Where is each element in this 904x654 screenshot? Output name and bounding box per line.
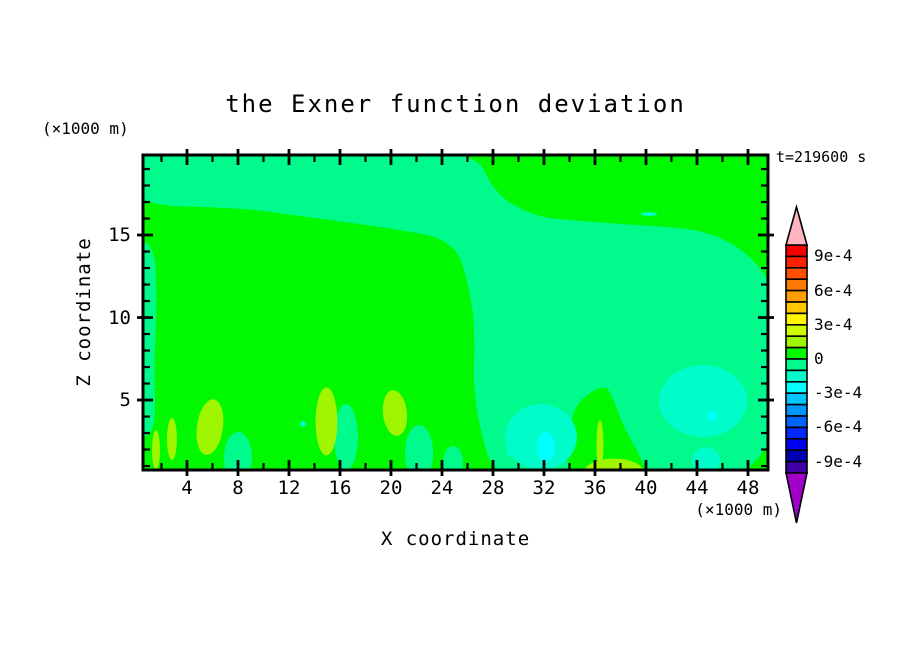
colorbar-segment xyxy=(785,426,808,440)
pos-plume xyxy=(315,387,338,456)
colorbar-segment xyxy=(785,380,808,394)
x-tick-label: 48 xyxy=(736,477,760,499)
neg2-dot xyxy=(299,420,307,427)
colorbar-segment xyxy=(785,403,808,417)
x-tick-label: 36 xyxy=(583,477,607,499)
colorbar-tick-label: 3e-4 xyxy=(814,315,853,334)
x-tick-label: 44 xyxy=(685,477,709,499)
neg-blob xyxy=(405,424,434,470)
colorbar-tick-label: -3e-4 xyxy=(814,383,863,402)
colorbar-tick-label: 0 xyxy=(814,349,824,368)
colorbar-segment xyxy=(785,449,808,463)
colorbar-segment xyxy=(785,335,808,349)
colorbar-over-arrow xyxy=(784,203,809,246)
colorbar-segment xyxy=(785,255,808,269)
neg-blob xyxy=(333,404,358,470)
chart-title: the Exner function deviation xyxy=(225,90,686,118)
colorbar-segment xyxy=(785,460,808,474)
neg2-dot xyxy=(505,448,514,456)
x-tick-label: 16 xyxy=(328,477,352,499)
neg3-core xyxy=(536,432,556,463)
colorbar-tick-label: 6e-4 xyxy=(814,281,853,300)
contour-field xyxy=(143,155,768,470)
pos-plume xyxy=(382,390,408,436)
colorbar-segment xyxy=(785,266,808,280)
x-tick-label: 24 xyxy=(430,477,454,499)
neg2-pool xyxy=(658,365,747,437)
y-tick-label: 15 xyxy=(108,224,131,246)
pos-plume xyxy=(166,418,177,460)
colorbar-tick-label: -9e-4 xyxy=(814,452,863,471)
x-tick-label: 12 xyxy=(277,477,301,499)
neg-blob xyxy=(223,431,253,470)
colorbar xyxy=(784,203,809,524)
neg-blob xyxy=(443,446,463,470)
x-tick-label: 20 xyxy=(379,477,403,499)
left-edge-strip xyxy=(143,241,157,437)
neg2-pool xyxy=(692,447,721,470)
pos-plume xyxy=(152,430,160,470)
colorbar-segment xyxy=(785,392,808,406)
colorbar-segment xyxy=(785,289,808,303)
colorbar-segment xyxy=(785,278,808,292)
colorbar-tick-label: -6e-4 xyxy=(814,417,863,436)
x-axis-unit-label: (×1000 m) xyxy=(695,500,782,519)
pos-spike xyxy=(596,420,604,470)
colorbar-tick-label: 9e-4 xyxy=(814,246,853,265)
neg2-dash xyxy=(641,212,658,217)
upper-band-and-right-field xyxy=(143,155,768,470)
y-axis-unit-label: (×1000 m) xyxy=(42,119,129,138)
colorbar-segment xyxy=(785,358,808,372)
colorbar-under-arrow xyxy=(785,472,808,524)
colorbar-segment xyxy=(785,369,808,383)
colorbar-segment xyxy=(785,346,808,360)
colorbar-segment xyxy=(785,415,808,429)
plot-border xyxy=(141,153,770,472)
neg3-dot xyxy=(707,411,718,421)
colorbar-segment xyxy=(785,437,808,451)
y-tick-label: 5 xyxy=(119,389,131,411)
y-tick-label: 10 xyxy=(108,307,131,329)
x-tick-label: 28 xyxy=(481,477,505,499)
colorbar-segment xyxy=(785,323,808,337)
x-tick-label: 32 xyxy=(532,477,556,499)
bottom-right-positive-wedge xyxy=(567,387,647,470)
x-tick-label: 8 xyxy=(232,477,244,499)
colorbar-segment xyxy=(785,312,808,326)
x-tick-label: 4 xyxy=(181,477,193,499)
colorbar-segment xyxy=(785,244,808,258)
pos-plume xyxy=(196,399,224,455)
axis-ticks xyxy=(137,149,774,476)
x-tick-label: 40 xyxy=(634,477,658,499)
pos-bottom-patch xyxy=(585,458,643,470)
time-label: t=219600 s xyxy=(776,148,867,166)
colorbar-segment xyxy=(785,301,808,315)
x-axis-title: X coordinate xyxy=(380,528,531,550)
